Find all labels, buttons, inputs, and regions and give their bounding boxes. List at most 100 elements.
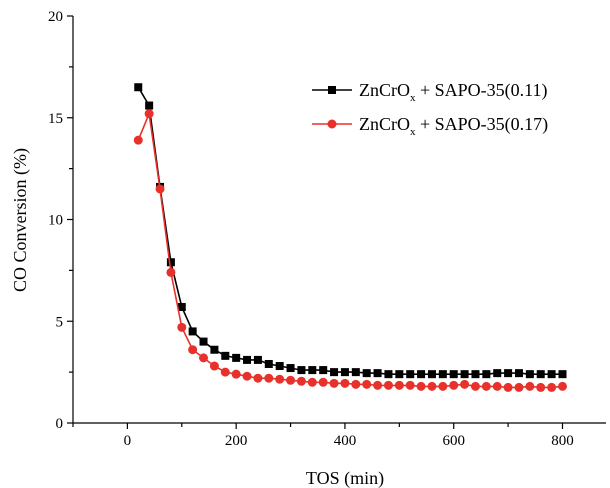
legend-label: ZnCrOx + SAPO-35(0.17) — [359, 114, 548, 138]
x-tick-label: 600 — [442, 433, 465, 449]
y-tick-label: 10 — [48, 213, 63, 229]
x-tick-label: 200 — [225, 433, 248, 449]
y-axis-title: CO Conversion (%) — [10, 148, 31, 292]
x-tick-label: 800 — [551, 433, 574, 449]
data-point — [481, 381, 491, 391]
data-point — [525, 381, 535, 391]
data-point — [536, 370, 545, 379]
legend-item-1: ZnCrOx + SAPO-35(0.11) — [312, 80, 548, 104]
data-point — [460, 379, 470, 389]
data-point — [133, 135, 143, 145]
series-line — [137, 110, 563, 389]
data-point — [220, 367, 230, 377]
data-point — [209, 361, 219, 371]
axes: 0 200 400 600 800 0 5 10 15 20 — [48, 9, 606, 449]
data-point — [373, 369, 382, 378]
data-point — [362, 379, 372, 389]
y-tick-label: 0 — [56, 416, 64, 432]
data-point — [504, 369, 513, 378]
data-point — [166, 267, 176, 277]
data-point — [384, 370, 393, 379]
data-point — [319, 366, 328, 375]
data-point — [514, 369, 523, 378]
data-point — [362, 369, 371, 378]
data-point — [275, 362, 284, 371]
data-point — [297, 366, 306, 375]
data-point — [134, 83, 143, 92]
data-point — [438, 381, 448, 391]
data-point — [405, 380, 415, 390]
data-point — [351, 368, 360, 377]
x-tick-label: 400 — [334, 433, 357, 449]
data-point — [329, 378, 339, 388]
data-point — [242, 371, 252, 381]
series-2 — [133, 109, 567, 392]
data-point — [340, 378, 350, 388]
data-point — [493, 369, 502, 378]
data-point — [558, 370, 567, 379]
data-point — [427, 370, 436, 379]
series-1 — [134, 83, 567, 379]
data-point — [188, 345, 198, 355]
data-point — [264, 373, 274, 383]
legend: ZnCrOx + SAPO-35(0.11) ZnCrOx + SAPO-35(0… — [312, 80, 548, 138]
data-point — [199, 353, 209, 363]
data-point — [308, 366, 317, 375]
data-point — [210, 345, 219, 354]
series-layer — [133, 83, 567, 392]
data-point — [253, 373, 263, 383]
legend-marker — [327, 119, 337, 129]
data-point — [383, 380, 393, 390]
legend-item-2: ZnCrOx + SAPO-35(0.17) — [312, 114, 548, 138]
data-point — [231, 369, 241, 379]
data-point — [470, 381, 480, 391]
y-tick-label: 20 — [48, 9, 63, 25]
data-point — [427, 381, 437, 391]
data-point — [438, 370, 447, 379]
data-point — [264, 359, 273, 368]
data-point — [286, 364, 295, 373]
data-point — [307, 377, 317, 387]
series-line — [137, 86, 563, 376]
data-point — [340, 368, 349, 377]
data-point — [406, 370, 415, 379]
data-point — [296, 376, 306, 386]
data-point — [232, 353, 241, 362]
legend-marker — [328, 86, 336, 94]
data-point — [547, 382, 557, 392]
data-point — [416, 381, 426, 391]
data-point — [492, 381, 502, 391]
data-point — [514, 382, 524, 392]
data-point — [145, 101, 154, 110]
data-point — [177, 322, 187, 332]
data-point — [460, 370, 469, 379]
data-point — [318, 377, 328, 387]
data-point — [525, 370, 534, 379]
data-point — [471, 370, 480, 379]
data-point — [144, 109, 154, 119]
data-point — [449, 370, 458, 379]
data-point — [417, 370, 426, 379]
data-point — [449, 380, 459, 390]
data-point — [253, 355, 262, 364]
data-point — [155, 184, 165, 194]
data-point — [536, 382, 546, 392]
y-tick-label: 15 — [48, 111, 63, 127]
legend-label: ZnCrOx + SAPO-35(0.11) — [359, 80, 548, 104]
data-point — [351, 379, 361, 389]
data-point — [373, 380, 383, 390]
data-point — [557, 381, 567, 391]
data-point — [286, 375, 296, 385]
data-point — [395, 370, 404, 379]
data-point — [547, 370, 556, 379]
data-point — [482, 370, 491, 379]
data-point — [188, 327, 197, 336]
data-point — [503, 382, 513, 392]
x-tick-label: 0 — [124, 433, 132, 449]
y-tick-label: 5 — [56, 314, 64, 330]
data-point — [177, 303, 186, 312]
data-point — [330, 368, 339, 377]
data-point — [221, 351, 230, 360]
data-point — [243, 355, 252, 364]
